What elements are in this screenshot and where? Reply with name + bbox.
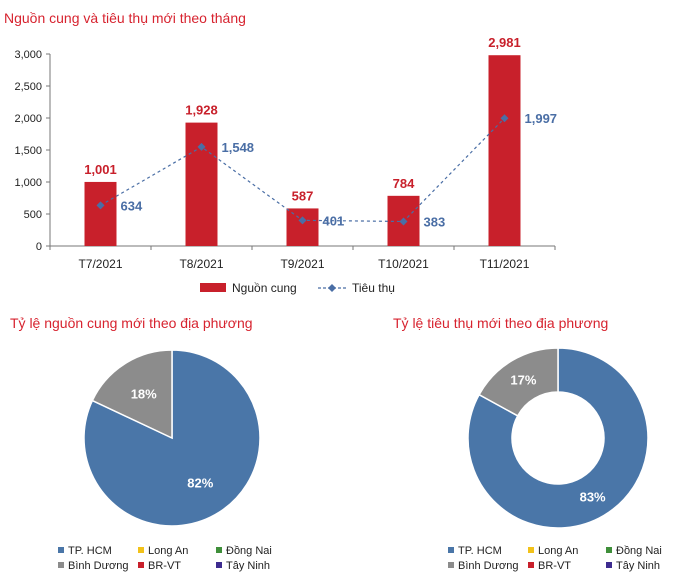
y-tick-label: 2,000 bbox=[14, 113, 42, 125]
pie-slice bbox=[91, 349, 173, 440]
line-point bbox=[500, 114, 509, 123]
pie-legend-swatch bbox=[138, 547, 144, 553]
pie-legend-label: BR-VT bbox=[148, 560, 181, 572]
x-tick-label: T9/2021 bbox=[280, 257, 324, 271]
y-tick-label: 1,500 bbox=[14, 145, 42, 157]
y-tick-label: 1,000 bbox=[14, 177, 42, 189]
line-value-label: 383 bbox=[424, 214, 446, 229]
pie-consumption-title: Tỷ lệ tiêu thụ mới theo địa phương bbox=[393, 315, 609, 331]
pie-legend-label: TP. HCM bbox=[458, 545, 502, 557]
bar-value-label: 2,981 bbox=[488, 35, 521, 50]
pie-slice bbox=[83, 349, 261, 527]
bar-value-label: 1,001 bbox=[84, 162, 117, 177]
pie-legend-swatch bbox=[58, 547, 64, 553]
bar bbox=[185, 122, 218, 246]
legend-marker-line bbox=[328, 284, 336, 292]
x-tick-label: T8/2021 bbox=[179, 257, 223, 271]
line-value-label: 634 bbox=[121, 198, 143, 213]
pie-legend-label: Long An bbox=[148, 545, 188, 557]
line-point bbox=[197, 142, 206, 151]
pie-legend-label: Đồng Nai bbox=[226, 545, 272, 557]
line-value-label: 401 bbox=[323, 213, 345, 228]
bar-value-label: 784 bbox=[393, 176, 415, 191]
bar bbox=[488, 55, 521, 246]
legend-label-bar: Nguồn cung bbox=[232, 281, 297, 295]
bar bbox=[286, 208, 319, 246]
bar-value-label: 1,928 bbox=[185, 103, 218, 118]
pie-percent-label: 18% bbox=[131, 386, 157, 401]
line-point bbox=[96, 201, 105, 210]
pie-legend-swatch bbox=[216, 562, 222, 568]
x-tick-label: T7/2021 bbox=[78, 257, 122, 271]
line-point bbox=[399, 217, 408, 226]
pie-legend-label: Bình Dương bbox=[68, 560, 128, 572]
pie-legend-swatch bbox=[58, 562, 64, 568]
pie-legend-label: Bình Dương bbox=[458, 560, 518, 572]
pie-slice bbox=[467, 347, 649, 529]
pie-legend-swatch bbox=[216, 547, 222, 553]
pie-legend-label: BR-VT bbox=[538, 560, 571, 572]
y-tick-label: 3,000 bbox=[14, 49, 42, 61]
pie-legend-label: Đồng Nai bbox=[616, 545, 662, 557]
x-tick-label: T11/2021 bbox=[480, 257, 530, 271]
x-tick-label: T10/2021 bbox=[378, 257, 429, 271]
legend-swatch-bar bbox=[200, 283, 226, 292]
pie-legend-swatch bbox=[528, 547, 534, 553]
bar bbox=[84, 181, 117, 246]
pie-legend-swatch bbox=[606, 547, 612, 553]
pie-percent-label: 82% bbox=[187, 476, 213, 491]
line-value-label: 1,997 bbox=[525, 111, 558, 126]
pie-legend-swatch bbox=[138, 562, 144, 568]
pie-legend-swatch bbox=[606, 562, 612, 568]
pie-legend-label: Tây Ninh bbox=[616, 560, 660, 572]
pie-percent-label: 17% bbox=[510, 372, 536, 387]
y-tick-label: 500 bbox=[24, 209, 42, 221]
pie-supply-title: Tỷ lệ nguồn cung mới theo địa phương bbox=[10, 315, 253, 331]
pie-percent-label: 83% bbox=[580, 490, 606, 505]
pie-legend-swatch bbox=[448, 547, 454, 553]
y-tick-label: 0 bbox=[36, 241, 42, 253]
pie-legend-label: Tây Ninh bbox=[226, 560, 270, 572]
pie-slice bbox=[478, 347, 559, 417]
y-tick-label: 2,500 bbox=[14, 81, 42, 93]
pie-legend-swatch bbox=[528, 562, 534, 568]
line-value-label: 1,548 bbox=[222, 140, 255, 155]
legend-label-line: Tiêu thụ bbox=[352, 281, 395, 295]
pie-legend-label: TP. HCM bbox=[68, 545, 112, 557]
line-series bbox=[100, 117, 505, 223]
bar-value-label: 587 bbox=[292, 188, 314, 203]
pie-legend-swatch bbox=[448, 562, 454, 568]
line-point bbox=[298, 216, 307, 225]
bar-chart-title: Nguồn cung và tiêu thụ mới theo tháng bbox=[4, 10, 246, 26]
pie-legend-label: Long An bbox=[538, 545, 578, 557]
